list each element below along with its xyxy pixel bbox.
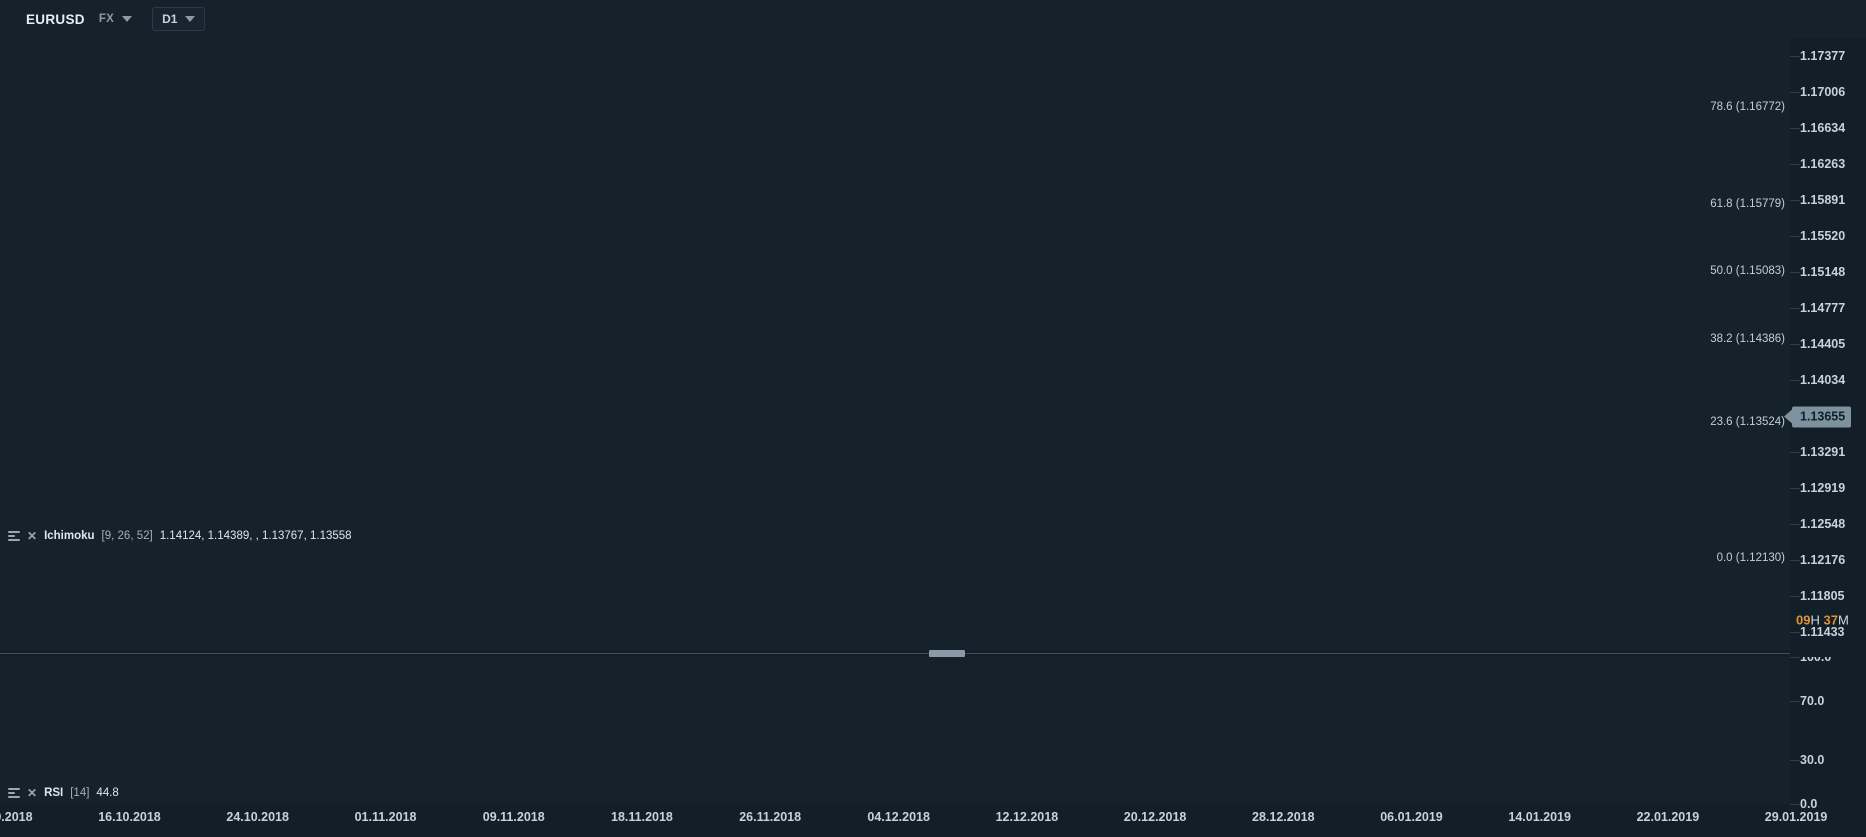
rsi-tick [1790,701,1800,703]
date-axis-label: 26.11.2018 [739,810,802,824]
price-axis-label: 1.15891 [1800,192,1846,207]
divider-line [0,653,1790,654]
price-axis-label: 1.14777 [1800,300,1846,315]
timeframe-label: D1 [162,12,178,26]
date-axis-label: 09.11.2018 [482,810,545,824]
price-axis-label: 1.12919 [1800,481,1846,496]
price-axis[interactable]: 1.17377 1.17006 1.16634 1.16263 1.15891 1.155… [1784,38,1866,811]
date-axis-label: 01.11.2018 [354,810,417,824]
fibonacci-level-label: 0.0 (1.12130) [1716,551,1785,564]
date-axis[interactable]: 08.10.2018 16.10.2018 24.10.2018 01.11.2018… [0,804,1827,837]
rsi-axis-label: 70.0 [1800,694,1825,709]
price-axis-label: 1.11805 [1800,589,1845,604]
rsi-tick [1790,804,1800,805]
date-axis-label: 18.11.2018 [611,810,673,824]
date-axis-label: 24.10.2018 [226,810,289,824]
market-label[interactable]: FX [98,13,115,25]
price-axis-label: 1.17006 [1800,84,1846,99]
rsi-params: [14] [70,787,90,799]
date-axis-label: 06.01.2019 [1380,810,1443,824]
rsi-axis-label: 0.0 [1800,797,1818,811]
price-axis-label: 1.12176 [1800,553,1846,568]
settings-icon[interactable] [8,788,20,798]
rsi-value: 44.8 [96,787,119,799]
date-axis-label: 12.12.2018 [995,810,1059,824]
rsi-pane[interactable]: ✕ RSI [14] 44.8 [0,657,1790,804]
price-tick [1790,271,1800,273]
rsi-tick [1790,657,1800,658]
chevron-down-icon [185,16,196,22]
rsi-name: RSI [44,787,64,799]
price-axis-label: 1.16634 [1800,120,1846,135]
price-tick [1790,127,1800,129]
symbol-label[interactable]: EURUSD [26,11,85,27]
price-chart-pane[interactable]: ✕ Ichimoku [9, 26, 52] 1.14124, 1.14389,… [0,38,1790,650]
date-axis-label: 28.12.2018 [1252,810,1315,824]
price-axis-label: 1.16263 [1800,156,1846,171]
countdown-minutes: 37 [1819,612,1838,628]
date-axis-label: 16.10.2018 [98,810,161,824]
rsi-axis-label: 30.0 [1800,752,1825,767]
pane-background [0,657,1790,804]
price-axis-label: 1.17377 [1800,48,1846,63]
fibonacci-level-label: 61.8 (1.15779) [1710,197,1785,210]
close-icon[interactable]: ✕ [27,529,38,543]
fibonacci-level-label: 50.0 (1.15083) [1710,265,1785,278]
current-price-badge: 1.13655 [1784,406,1852,428]
date-axis-label: 14.01.2019 [1508,810,1571,824]
price-tick [1790,307,1800,309]
ichimoku-name: Ichimoku [44,530,95,542]
pane-background [0,38,1790,650]
price-tick [1790,560,1800,562]
price-tick [1790,235,1800,237]
price-axis-label: 1.14405 [1800,337,1846,351]
price-tick [1790,163,1800,165]
date-axis-label: 29.01.2019 [1764,810,1828,824]
rsi-legend[interactable]: ✕ RSI [14] 44.8 [8,787,119,799]
price-axis-label: 1.15148 [1800,264,1846,279]
chevron-down-icon[interactable] [122,16,133,22]
price-axis-label: 1.15520 [1800,228,1846,243]
pane-divider[interactable] [0,650,1866,657]
fibonacci-level-label: 23.6 (1.13524) [1710,416,1785,429]
price-tick [1790,55,1800,57]
fibonacci-level-label: 78.6 (1.16772) [1710,101,1785,114]
badge-arrow-icon [1784,409,1792,424]
price-tick [1790,596,1800,598]
price-axis-label: 1.11433 [1800,625,1845,640]
top-toolbar: EURUSD FX D1 [0,0,1866,38]
rsi-tick [1790,759,1800,761]
settings-icon[interactable] [8,531,20,541]
bar-countdown: 09H 37M [1796,612,1849,628]
price-tick [1790,379,1800,381]
price-tick [1790,524,1800,526]
timeframe-selector[interactable]: D1 [152,7,206,31]
price-tick [1790,344,1800,345]
current-price-value: 1.13655 [1800,409,1846,424]
date-axis-label: 20.12.2018 [1123,810,1187,824]
price-axis-label: 1.14034 [1800,372,1846,387]
close-icon[interactable]: ✕ [27,786,38,800]
price-tick [1790,199,1800,201]
price-axis-label: 1.13291 [1800,445,1846,460]
price-tick [1790,632,1800,634]
date-axis-label: 08.10.2018 [0,810,33,824]
ichimoku-params: [9, 26, 52] [101,530,153,542]
date-axis-label: 04.12.2018 [867,810,930,824]
countdown-hours: 09 [1796,612,1811,628]
price-tick [1790,452,1800,454]
price-axis-label: 1.12548 [1800,517,1846,532]
date-axis-label: 22.01.2019 [1636,810,1700,824]
ichimoku-values: 1.14124, 1.14389, , 1.13767, 1.13558 [159,530,352,542]
fibonacci-level-label: 38.2 (1.14386) [1710,332,1785,345]
price-tick [1790,488,1800,490]
price-tick [1790,91,1800,93]
ichimoku-legend[interactable]: ✕ Ichimoku [9, 26, 52] 1.14124, 1.14389,… [8,530,352,542]
divider-grip[interactable] [929,650,965,657]
